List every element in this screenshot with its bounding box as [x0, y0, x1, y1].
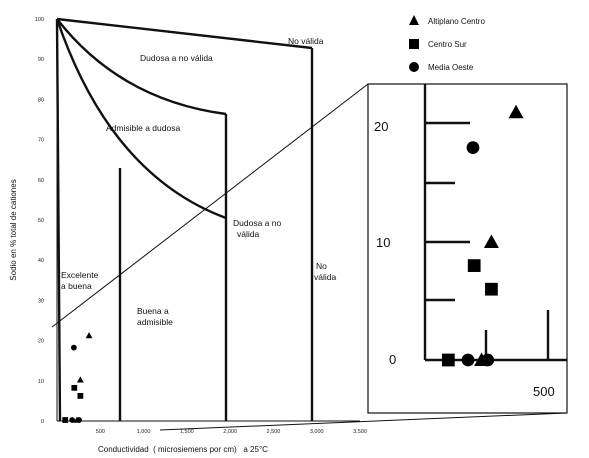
- x-tick-label: 500: [96, 429, 105, 435]
- inset-point-circle: [466, 141, 480, 154]
- y-tick-label: 40: [38, 258, 44, 264]
- zone-label-excelente: Excelente a buena: [61, 270, 99, 291]
- zone-label-dudosa-no-valida: Dudosa a no válida: [233, 218, 281, 239]
- main-point-circle: [69, 417, 76, 423]
- x-tick-label: 2,500: [267, 429, 281, 435]
- x-tick-label: 3,000: [310, 429, 324, 435]
- inset-point-triangle: [508, 104, 524, 119]
- inset-point-circle: [461, 353, 475, 367]
- zone-label-dudosa: Dudosa a no válida: [140, 53, 213, 63]
- inset-tick-500: 500: [533, 384, 555, 399]
- legend-circle-icon: [409, 62, 419, 72]
- inset-tick-10: 10: [376, 235, 390, 250]
- zone-label-no-valida-right: No válida: [314, 261, 336, 282]
- main-point-triangle: [76, 376, 84, 383]
- inset-tick-20: 20: [374, 119, 388, 134]
- legend-label-media-oeste: Media Oeste: [428, 63, 474, 72]
- main-point-square: [77, 392, 84, 399]
- x-tick-label: 2,000: [223, 429, 237, 435]
- inset-point-square: [485, 282, 498, 296]
- main-data-points: [62, 332, 93, 423]
- inset-tick-0: 0: [389, 352, 396, 367]
- inset-point-triangle: [483, 234, 499, 248]
- y-tick-label: 80: [38, 97, 44, 103]
- y-tick-label: 100: [35, 17, 44, 23]
- inset-point-circle: [481, 353, 495, 367]
- legend-label-centro-sur: Centro Sur: [428, 40, 467, 49]
- legend-label-altiplano: Altiplano Centro: [428, 17, 485, 26]
- zone-label-no-valida-top: No válida: [288, 36, 324, 46]
- main-point-square: [71, 384, 78, 391]
- y-tick-label: 90: [38, 57, 44, 63]
- y-tick-label: 30: [38, 298, 44, 304]
- x-tick-label: 1,000: [137, 429, 151, 435]
- inset-point-square: [441, 353, 455, 367]
- y-tick-label: 0: [41, 419, 44, 425]
- y-tick-label: 60: [38, 178, 44, 184]
- x-tick-label: 1,500: [180, 429, 194, 435]
- main-point-square: [62, 417, 69, 423]
- inset-point-square: [467, 259, 481, 272]
- x-axis-title: Conductividad ( microsiemens por cm) a 2…: [98, 445, 268, 454]
- main-point-triangle: [85, 332, 93, 339]
- inset-data-points: [441, 104, 524, 367]
- main-point-circle: [70, 344, 77, 351]
- legend-triangle-icon: [409, 15, 419, 25]
- x-tick-label: 3,500: [353, 429, 367, 435]
- y-tick-label: 70: [38, 138, 44, 144]
- main-point-circle: [76, 417, 82, 423]
- y-tick-labels: 0 10 20 30 40 50 60 70 80 90 100: [35, 17, 44, 425]
- zone-label-buena: Buena a admisible: [137, 306, 173, 327]
- zoom-inset: 20 10 0 500: [367, 83, 568, 414]
- legend: Altiplano Centro Centro Sur Media Oeste: [409, 15, 485, 72]
- y-tick-label: 20: [38, 339, 44, 345]
- legend-square-icon: [409, 39, 419, 49]
- y-axis-title: Sodio en % total de cationes: [9, 179, 18, 280]
- y-tick-label: 10: [38, 379, 44, 385]
- x-tick-labels: 500 1,000 1,500 2,000 2,500 3,000 3,500: [96, 429, 367, 435]
- zone-label-admisible: Admisible a dudosa: [106, 123, 180, 133]
- y-tick-label: 50: [38, 218, 44, 224]
- zoom-connectors: [51, 83, 568, 431]
- zone-boundaries: [55, 17, 314, 422]
